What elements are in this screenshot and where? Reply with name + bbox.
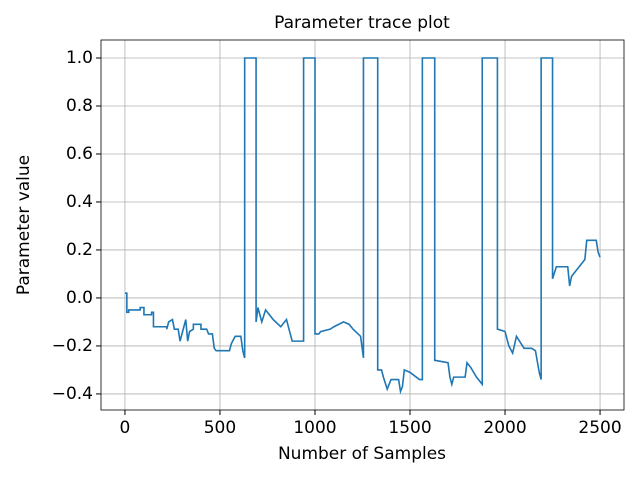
y-tick-label: −0.4: [52, 384, 93, 404]
x-tick-label: 2500: [578, 418, 621, 438]
plot-frame: [100, 39, 625, 411]
x-axis-label: Number of Samples: [278, 444, 446, 464]
y-tick-label: 0.2: [66, 240, 93, 260]
y-tick-label: −0.2: [52, 336, 93, 356]
x-tick-label: 1500: [388, 418, 431, 438]
y-tick-label: 0.0: [66, 288, 93, 308]
y-tick-label: 0.8: [66, 96, 93, 116]
trace-line: [124, 57, 601, 395]
x-tick-label: 1000: [293, 418, 336, 438]
x-tick-label: 0: [120, 418, 131, 438]
y-axis-label: Parameter value: [14, 155, 34, 295]
y-tick-label: 1.0: [66, 48, 93, 68]
x-tick-label: 500: [204, 418, 236, 438]
chart-title: Parameter trace plot: [274, 13, 450, 33]
y-tick-label: 0.6: [66, 144, 93, 164]
x-tick-label: 2000: [483, 418, 526, 438]
y-tick-label: 0.4: [66, 192, 93, 212]
